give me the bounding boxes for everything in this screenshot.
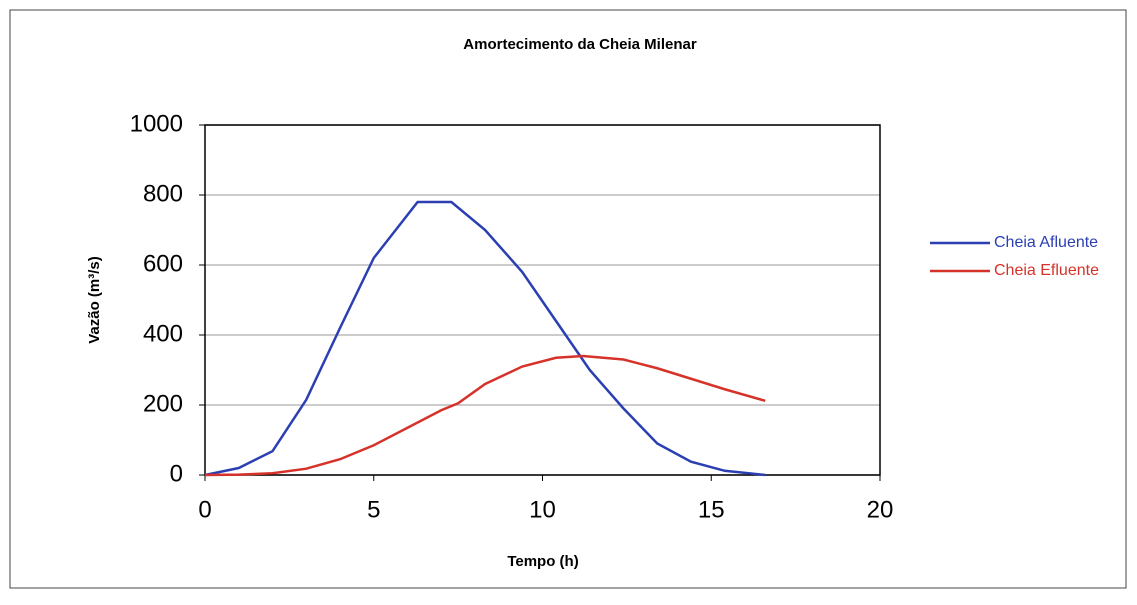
y-tick-label: 0 [170,460,183,487]
data-line [204,200,766,477]
y-axis-label: Vazão (m³/s) [86,256,103,344]
y-tick-label: 800 [143,180,183,207]
data-line [204,354,766,477]
y-tick-label: 200 [143,390,183,417]
legend-label: Cheia Afluente [994,234,1098,251]
x-tick-label: 10 [529,496,556,523]
x-tick-label: 0 [198,496,211,523]
y-tick-label: 1000 [130,110,183,137]
chart-border [9,9,1127,589]
x-tick-label: 20 [867,496,894,523]
y-tick-label: 400 [143,320,183,347]
y-tick-label: 600 [143,250,183,277]
plot-frame [204,124,881,476]
legend-label: Cheia Efluente [994,262,1099,279]
x-tick-label: 15 [698,496,725,523]
x-tick-label: 5 [367,496,380,523]
chart-title: Amortecimento da Cheia Milenar [463,36,697,53]
x-axis-label: Tempo (h) [507,553,578,570]
